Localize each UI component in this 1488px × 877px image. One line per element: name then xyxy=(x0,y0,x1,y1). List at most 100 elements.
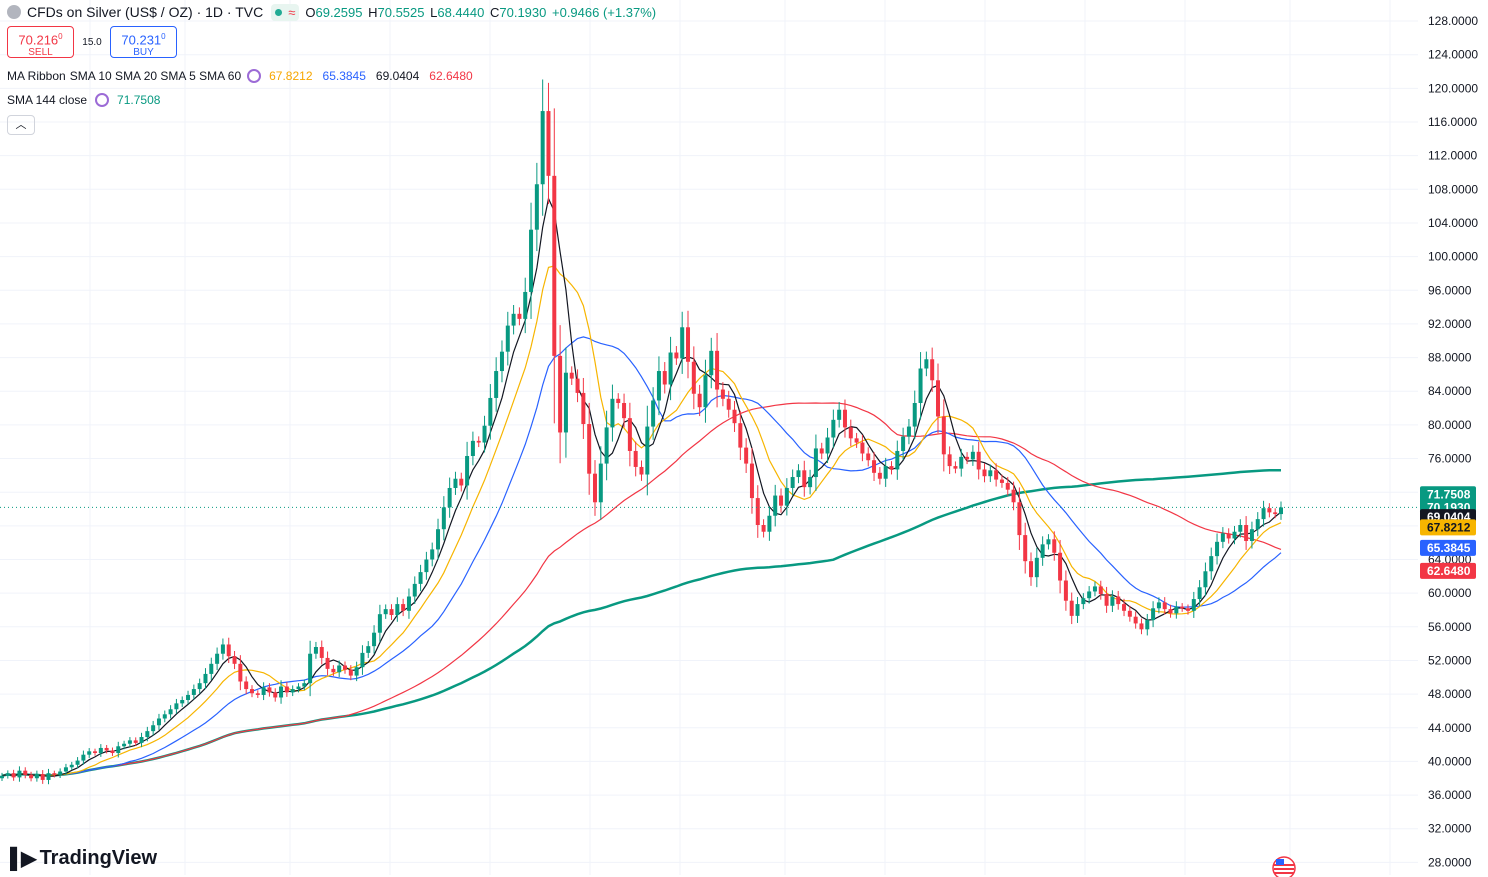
candle-body xyxy=(1156,602,1161,609)
collapse-legend-button[interactable]: ︿ xyxy=(7,115,35,135)
candle-body xyxy=(1110,596,1115,606)
moving-average-lines xyxy=(1,196,1282,777)
us-flag-icon[interactable] xyxy=(1269,855,1299,877)
candle-body xyxy=(965,456,970,460)
candle-body xyxy=(1069,600,1074,616)
candle-body xyxy=(883,466,888,479)
candle-body xyxy=(796,470,801,478)
settings-icon[interactable] xyxy=(247,69,262,83)
candle-body xyxy=(505,325,510,352)
candle-body xyxy=(999,479,1004,483)
candle-body xyxy=(482,425,487,443)
candle-body xyxy=(988,470,993,477)
candle-body xyxy=(587,424,592,474)
symbol-icon[interactable] xyxy=(7,5,21,19)
candle-body xyxy=(930,359,935,381)
candle-body xyxy=(720,389,725,399)
candle-body xyxy=(563,372,568,433)
candle-body xyxy=(726,398,731,410)
candle-body xyxy=(180,700,185,704)
y-tick-label: 40.0000 xyxy=(1428,754,1472,768)
candle-body xyxy=(627,418,632,451)
candle-body xyxy=(645,426,650,475)
candle-body xyxy=(110,750,115,754)
candle-body xyxy=(238,663,243,682)
candle-body xyxy=(901,436,906,451)
y-tick-label: 80.0000 xyxy=(1428,418,1472,432)
candle-body xyxy=(947,454,952,467)
candle-body xyxy=(674,352,679,359)
market-status-badge[interactable]: ≈ xyxy=(271,3,300,21)
candle-body xyxy=(523,291,528,319)
ma-ribbon-params: SMA 10 SMA 20 SMA 5 SMA 60 xyxy=(69,69,242,83)
candle-body xyxy=(895,450,900,470)
candle-body xyxy=(877,472,882,479)
sell-button[interactable]: 70.2160 SELL xyxy=(7,26,74,58)
candle-body xyxy=(93,751,98,754)
candle-body xyxy=(529,229,534,292)
candle-body xyxy=(23,770,28,775)
ma-ribbon-legend[interactable]: MA Ribbon SMA 10 SMA 20 SMA 5 SMA 60 67.… xyxy=(7,69,483,83)
y-tick-label: 116.0000 xyxy=(1428,115,1477,129)
candle-body xyxy=(145,731,150,738)
candle-body xyxy=(1011,489,1016,503)
delay-wave-icon: ≈ xyxy=(288,4,296,20)
candle-body xyxy=(465,456,470,486)
candle-body xyxy=(226,644,231,657)
settings-icon[interactable] xyxy=(95,93,110,107)
candle-body xyxy=(1017,502,1022,536)
candle-body xyxy=(69,764,74,768)
sma60-tag xyxy=(1420,562,1476,579)
candle-body xyxy=(104,747,109,751)
spread-value: 15.0 xyxy=(82,36,102,48)
candle-body xyxy=(1215,541,1220,557)
candle-body xyxy=(831,419,836,438)
candle-body xyxy=(337,665,342,673)
candle-body xyxy=(459,478,464,486)
candle-body xyxy=(953,466,958,469)
candle-body xyxy=(81,754,86,761)
candle-body xyxy=(313,646,318,654)
candle-body xyxy=(540,111,545,185)
candle-body xyxy=(209,663,214,674)
buy-button[interactable]: 70.2310 BUY xyxy=(110,26,177,58)
candle-body xyxy=(749,463,754,499)
candle-body xyxy=(325,657,330,669)
candle-body xyxy=(63,767,68,772)
candle-body xyxy=(174,703,179,710)
candle-body xyxy=(1261,508,1266,520)
candle-body xyxy=(267,687,272,693)
candle-body xyxy=(1046,539,1051,545)
close-key: C xyxy=(489,4,500,20)
buy-price-sup: 0 xyxy=(161,32,166,41)
sma144-legend[interactable]: SMA 144 close 71.7508 xyxy=(7,93,170,107)
symbol-title[interactable]: CFDs on Silver (US$ / OZ) · 1D · TVC xyxy=(27,4,264,20)
candle-body xyxy=(598,463,603,503)
candle-body xyxy=(808,477,813,488)
low-value: 68.4440 xyxy=(437,4,485,20)
trade-panel: 70.2160 SELL 15.0 70.2310 BUY xyxy=(7,26,177,58)
candle-body xyxy=(924,359,929,369)
open-key: O xyxy=(305,4,316,20)
y-tick-label: 32.0000 xyxy=(1428,822,1472,836)
chart-grid xyxy=(0,0,1418,875)
y-tick-label: 76.0000 xyxy=(1428,452,1472,466)
candle-body xyxy=(1226,533,1231,539)
candle-body xyxy=(552,175,557,356)
candle-body xyxy=(476,440,481,443)
candle-body xyxy=(127,740,132,744)
candle-body xyxy=(354,667,359,676)
candle-body xyxy=(1023,535,1028,562)
sma20-line xyxy=(1,336,1282,777)
y-tick-label: 48.0000 xyxy=(1428,687,1472,701)
candle-body xyxy=(5,773,10,776)
tradingview-logo[interactable]: ▌▶ TradingView xyxy=(10,846,157,871)
candle-body xyxy=(1029,561,1034,578)
candle-body xyxy=(872,460,877,473)
candle-body xyxy=(1005,482,1010,490)
candle-body xyxy=(732,409,737,424)
candle-body xyxy=(755,498,760,525)
y-tick-label: 108.0000 xyxy=(1428,182,1478,196)
candle-body xyxy=(715,350,720,390)
